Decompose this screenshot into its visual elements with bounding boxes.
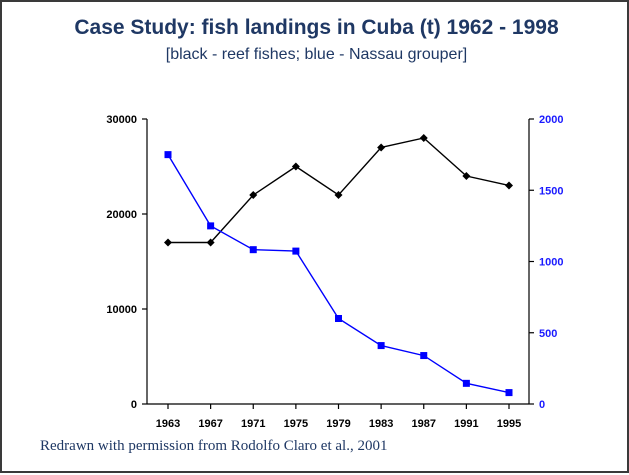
right-tick-label: 2000	[539, 114, 563, 126]
reef-fishes-point	[462, 172, 471, 180]
nassau-grouper-point	[335, 315, 342, 322]
x-tick-label: 1983	[369, 418, 393, 430]
nassau-grouper-point	[420, 352, 428, 360]
x-tick-label: 1971	[241, 418, 265, 430]
reef-fishes-point	[206, 238, 215, 247]
nassau-grouper-point	[249, 246, 257, 254]
x-tick-label: 1987	[412, 418, 436, 430]
nassau-grouper-point	[164, 151, 172, 159]
right-tick-label: 1000	[539, 257, 563, 269]
right-axis-ticks: 0 500 1000 1500 2000	[529, 114, 563, 411]
x-tick-label: 1975	[284, 418, 308, 430]
reef-fishes-line	[168, 137, 510, 244]
right-tick-label: 500	[539, 328, 557, 340]
x-tick-label: 1963	[156, 418, 180, 430]
reef-fishes-point	[291, 162, 300, 171]
nassau-grouper-point	[462, 379, 470, 387]
reef-fishes-point	[505, 181, 513, 190]
right-tick-label: 1500	[539, 185, 563, 197]
reef-fishes-point	[377, 143, 386, 152]
nassau-grouper-line	[167, 154, 510, 394]
x-tick-label: 1979	[326, 418, 350, 430]
x-axis-ticks: 1963 1967 1971 1975 1979 1983 1987 1991 1995	[156, 404, 521, 430]
x-tick-label: 1995	[497, 418, 521, 430]
nassau-grouper-point	[377, 342, 385, 350]
nassau-grouper-point	[292, 247, 300, 255]
nassau-grouper-point	[207, 222, 215, 230]
source-credit: Redrawn with permission from Rodolfo Cla…	[40, 438, 388, 454]
reef-fishes-point	[249, 191, 258, 199]
left-tick-label: 30000	[106, 114, 137, 126]
left-tick-label: 20000	[106, 209, 137, 221]
slide-subtitle: [black - reef fishes; blue - Nassau grou…	[165, 46, 468, 63]
slide-title: Case Study: fish landings in Cuba (t) 19…	[74, 16, 559, 39]
reef-fishes-point	[334, 191, 343, 199]
left-tick-label: 0	[131, 399, 137, 411]
nassau-grouper-point	[505, 389, 513, 397]
left-axis-ticks: 0 10000 20000 30000	[106, 114, 147, 411]
right-tick-label: 0	[539, 399, 545, 411]
x-tick-label: 1991	[454, 418, 478, 430]
reef-fishes-point	[419, 134, 428, 142]
series-layer	[164, 134, 513, 397]
left-tick-label: 10000	[106, 304, 137, 316]
x-tick-label: 1967	[198, 418, 222, 430]
reef-fishes-point	[164, 238, 172, 247]
